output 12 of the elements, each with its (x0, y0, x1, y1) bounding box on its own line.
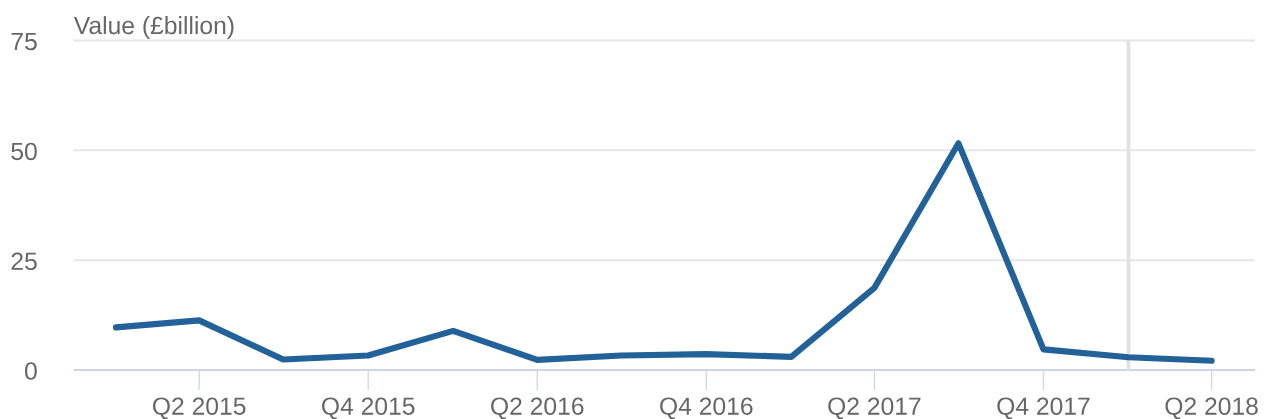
y-tick-label: 50 (11, 142, 37, 161)
y-tick-label: 75 (11, 32, 37, 51)
x-tick-label: Q4 2016 (660, 397, 753, 419)
x-tick-label: Q2 2016 (491, 397, 584, 419)
x-tick-label: Q2 2018 (1165, 397, 1258, 419)
x-tick-label: Q4 2017 (997, 397, 1090, 419)
y-tick-label: 25 (11, 252, 37, 270)
x-tick-label: Q4 2015 (322, 397, 415, 419)
x-tick-label: Q2 2015 (152, 397, 246, 419)
y-tick-label: 0 (25, 362, 37, 380)
y-axis-title: Value (£billion) (73, 16, 234, 40)
x-tick-label: Q2 2017 (828, 397, 921, 419)
